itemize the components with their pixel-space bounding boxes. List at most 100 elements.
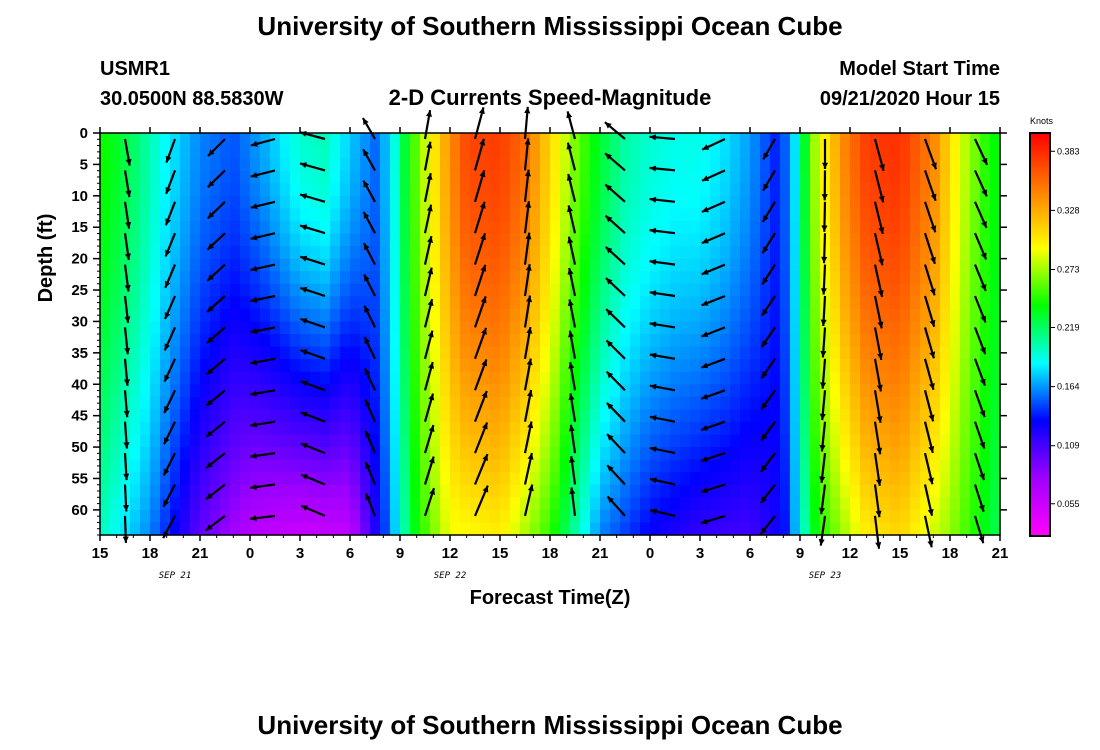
- heatmap-cell: [530, 409, 541, 423]
- heatmap-cell: [630, 434, 641, 448]
- heatmap-cell: [140, 447, 151, 461]
- heatmap-cell: [550, 145, 561, 159]
- current-vector: [700, 420, 726, 431]
- heatmap-cell: [880, 459, 891, 473]
- heatmap-cell: [710, 509, 721, 524]
- heatmap-cell: [840, 170, 851, 184]
- heatmap-cell: [790, 409, 801, 423]
- heatmap-cell: [540, 246, 551, 260]
- heatmap-cell: [290, 321, 301, 335]
- heatmap-cell: [260, 145, 271, 159]
- heatmap-cell: [970, 522, 981, 536]
- heatmap-cell: [820, 396, 831, 410]
- heatmap-cell: [200, 183, 211, 197]
- heatmap-cell: [420, 522, 431, 536]
- heatmap-cell: [890, 359, 901, 373]
- heatmap-cell: [470, 459, 481, 473]
- heatmap-cell: [950, 145, 961, 159]
- current-vector: [423, 172, 433, 203]
- heatmap-cell: [620, 246, 631, 260]
- heatmap-cell: [940, 233, 951, 247]
- heatmap-cell: [740, 371, 751, 385]
- heatmap-cell: [470, 283, 481, 297]
- heatmap-cell: [730, 308, 741, 323]
- heatmap-cell: [630, 246, 641, 260]
- heatmap-cell: [520, 497, 531, 511]
- heatmap-cell: [860, 459, 871, 473]
- heatmap-cell: [870, 497, 881, 511]
- heatmap-cell: [300, 321, 311, 335]
- heatmap-cell: [330, 258, 341, 272]
- heatmap-cell: [450, 384, 461, 398]
- heatmap-cell: [410, 497, 421, 511]
- heatmap-cell: [640, 195, 651, 209]
- heatmap-cell: [680, 145, 691, 159]
- heatmap-cell: [230, 384, 241, 398]
- heatmap-cell: [720, 158, 731, 172]
- heatmap-cell: [800, 308, 811, 323]
- heatmap-cell: [800, 183, 811, 197]
- heatmap-cell: [170, 434, 181, 448]
- current-vector: [423, 487, 436, 517]
- heatmap-cell: [600, 384, 611, 398]
- heatmap-cell: [140, 509, 151, 524]
- heatmap-cell: [710, 183, 721, 197]
- heatmap-cell: [170, 346, 181, 360]
- heatmap-cell: [670, 321, 681, 335]
- heatmap-cell: [150, 359, 161, 373]
- heatmap-cell: [450, 434, 461, 448]
- heatmap-cell: [220, 371, 231, 385]
- heatmap-cell: [560, 522, 571, 536]
- current-vector: [300, 380, 326, 392]
- heatmap-cell: [750, 434, 761, 448]
- current-vector: [974, 138, 989, 166]
- heatmap-cell: [710, 522, 721, 536]
- y-tick-label: 60: [71, 502, 88, 519]
- heatmap-cell: [330, 509, 341, 524]
- heatmap-cell: [550, 384, 561, 398]
- heatmap-cell: [530, 208, 541, 222]
- heatmap-cell: [880, 421, 891, 436]
- heatmap-cell: [340, 283, 351, 297]
- heatmap-cell: [500, 497, 511, 511]
- heatmap-cell: [460, 170, 471, 184]
- heatmap-cell: [970, 484, 981, 498]
- current-vector: [567, 299, 577, 328]
- heatmap-cell: [780, 371, 791, 385]
- heatmap-cell: [650, 271, 661, 285]
- heatmap-cell: [750, 158, 761, 172]
- heatmap-cell: [900, 409, 911, 423]
- heatmap-cell: [800, 220, 811, 235]
- heatmap-cell: [380, 522, 391, 536]
- heatmap-cell: [200, 233, 211, 247]
- heatmap-cell: [330, 396, 341, 410]
- heatmap-cell: [700, 334, 711, 348]
- heatmap-cell: [720, 133, 731, 147]
- heatmap-cell: [270, 522, 281, 536]
- heatmap-cell: [450, 258, 461, 272]
- heatmap-cell: [980, 258, 991, 272]
- heatmap-cell: [770, 283, 781, 297]
- heatmap-cell: [170, 359, 181, 373]
- heatmap-cell: [930, 133, 941, 147]
- colorbar-label: Knots: [1030, 116, 1054, 126]
- heatmap-cell: [830, 359, 841, 373]
- heatmap-cell: [240, 283, 251, 297]
- heatmap-cell: [710, 384, 721, 398]
- heatmap-cell: [470, 271, 481, 285]
- heatmap-cell: [430, 509, 441, 524]
- heatmap-cell: [280, 509, 291, 524]
- heatmap-cell: [240, 321, 251, 335]
- heatmap-cell: [700, 509, 711, 524]
- heatmap-cell: [760, 384, 771, 398]
- current-vector: [523, 169, 531, 202]
- heatmap-cell: [100, 447, 111, 461]
- heatmap-cell: [390, 384, 401, 398]
- heatmap-cell: [930, 233, 941, 247]
- heatmap-cell: [980, 170, 991, 184]
- heatmap-cell: [410, 195, 421, 209]
- heatmap-cell: [220, 158, 231, 172]
- heatmap-cell: [660, 308, 671, 323]
- heatmap-cell: [430, 409, 441, 423]
- heatmap-cell: [410, 246, 421, 260]
